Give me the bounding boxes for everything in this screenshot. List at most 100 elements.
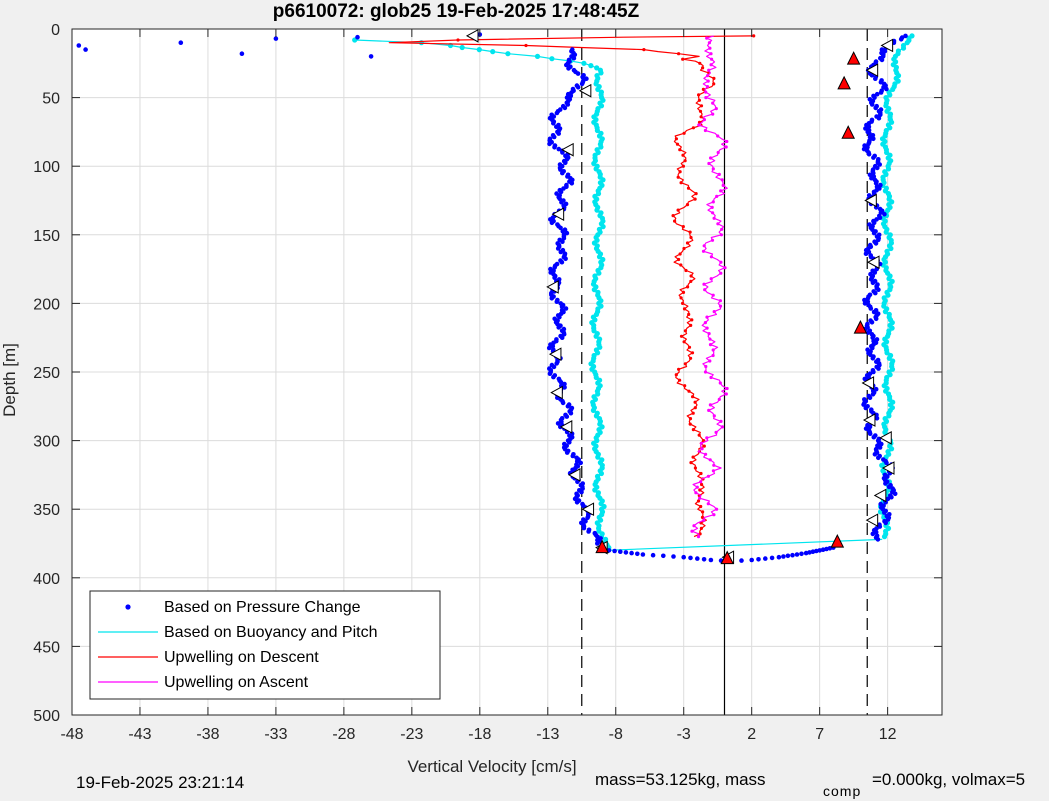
y-tick-label: 400 [33, 571, 60, 588]
pressure-change-point [556, 146, 562, 152]
pressure-change-point [877, 215, 883, 220]
pressure-change-point [876, 366, 881, 371]
descent-upwelling-point [699, 504, 703, 509]
pressure-change-point [555, 421, 561, 426]
pressure-change-point [549, 220, 555, 226]
pressure-change-point [865, 330, 871, 335]
buoyancy-pitch-point [593, 333, 599, 339]
pressure-change-point [561, 186, 566, 191]
pressure-change-point [650, 552, 656, 558]
pressure-change-point [557, 196, 562, 202]
ascent-upwelling-point [706, 79, 710, 83]
x-tick-label: -8 [609, 726, 623, 743]
pressure-change-point [870, 280, 876, 286]
ascent-upwelling-point [696, 535, 701, 539]
ascent-upwelling-point [709, 255, 714, 259]
up-triangle-marker [720, 550, 735, 565]
y-axis-label: Depth [m] [0, 343, 19, 417]
ascent-upwelling-point [708, 46, 712, 50]
x-tick-label: 2 [747, 726, 756, 743]
buoyancy-pitch-point [549, 56, 555, 62]
descent-upwelling-point [675, 142, 680, 146]
pressure-change-point [564, 62, 569, 68]
ascent-upwelling-point [708, 403, 713, 407]
pressure-change-point [884, 86, 889, 92]
descent-upwelling-point [693, 466, 698, 470]
ascent-upwelling-point [707, 161, 711, 166]
ascent-upwelling-point [712, 414, 716, 418]
ascent-upwelling-point [704, 90, 708, 94]
ascent-upwelling-point [715, 194, 719, 198]
descent-upwelling-point [689, 279, 693, 283]
pressure-change-point [640, 552, 646, 557]
ascent-upwelling-point [702, 282, 706, 286]
left-triangle-marker [879, 431, 892, 445]
left-triangle-marker [465, 29, 479, 43]
pressure-change-point [570, 453, 576, 459]
pressure-change-point [572, 496, 578, 502]
ascent-upwelling-point [711, 167, 715, 171]
legend-entry-label: Based on Pressure Change [164, 599, 361, 616]
pressure-change-point [871, 230, 877, 236]
buoyancy-pitch-point [883, 185, 890, 191]
descent-upwelling-point [702, 444, 706, 448]
x-axis-label: Vertical Velocity [cm/s] [407, 757, 576, 776]
left-triangle-marker [866, 255, 880, 270]
left-triangle-marker [559, 420, 573, 434]
descent-upwelling-point [688, 422, 692, 426]
pressure-change-point [882, 510, 887, 515]
pressure-change-point [865, 296, 871, 301]
descent-upwelling-point [682, 307, 687, 311]
ascent-upwelling-point [717, 172, 721, 176]
buoyancy-pitch-point [886, 311, 892, 317]
grid-lines [71, 28, 942, 716]
buoyancy-pitch-point [598, 103, 605, 109]
left-triangle-marker [881, 461, 895, 475]
descent-upwelling-point [676, 208, 680, 212]
ascent-upwelling-point [705, 85, 710, 89]
ascent-upwelling-point [724, 392, 728, 396]
ascent-upwelling-point [715, 507, 719, 511]
pressure-change-point [563, 160, 568, 166]
ascent-upwelling-point [692, 524, 696, 528]
pressure-change-outlier [273, 36, 279, 41]
pressure-change-point [883, 481, 888, 486]
pressure-change-point [554, 124, 559, 130]
descent-upwelling-point [701, 87, 706, 91]
ascent-upwelling-point [705, 326, 709, 330]
pressure-change-point [547, 371, 553, 377]
ascent-upwelling-point [719, 260, 723, 264]
pressure-change-outlier [83, 47, 88, 52]
ascent-upwelling-point [720, 178, 724, 182]
buoyancy-pitch-point [882, 416, 888, 422]
y-tick-label: 200 [33, 296, 60, 313]
ascent-upwelling-point [712, 513, 716, 517]
legend: Based on Pressure Change Based on Buoyanc… [89, 590, 441, 700]
descent-upwelling-point [674, 137, 679, 141]
pressure-change-point [794, 552, 800, 557]
descent-upwelling-point [693, 400, 697, 404]
left-triangle-marker [861, 376, 875, 390]
pressure-change-point [575, 85, 581, 90]
ascent-upwelling-point [709, 52, 713, 56]
pressure-change-point [551, 364, 557, 370]
descent-upwelling-point [687, 345, 692, 349]
ascent-upwelling-point [714, 107, 718, 111]
pressure-change-point [878, 90, 884, 95]
pressure-change-point [874, 91, 880, 97]
descent-upwelling-point [676, 175, 680, 179]
pressure-change-point [595, 541, 600, 546]
x-tick-label: -28 [332, 726, 355, 743]
pressure-change-point [865, 145, 870, 150]
pressure-change-point [578, 460, 583, 466]
pressure-change-point [623, 550, 629, 555]
x-tick-label: 12 [879, 726, 897, 743]
descent-upwelling-point [688, 417, 693, 421]
descent-upwelling-point [685, 241, 690, 245]
pressure-change-point [862, 297, 867, 303]
descent-upwelling-point [677, 367, 681, 371]
ascent-upwelling-point [711, 200, 715, 204]
descent-upwelling-point [694, 192, 698, 196]
ascent-upwelling-point [721, 183, 725, 187]
buoyancy-pitch-point [595, 350, 601, 356]
